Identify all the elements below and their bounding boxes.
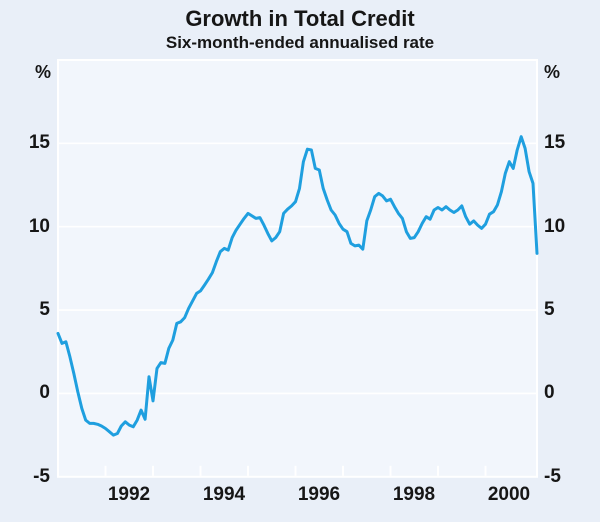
- y-tick-label-left-neg5: -5: [33, 466, 50, 487]
- credit-growth-line: [56, 135, 539, 437]
- x-tick-label-1992: 1992: [107, 484, 151, 505]
- plot-area: [58, 60, 537, 477]
- y-tick-label-right-0: 0: [544, 382, 555, 403]
- y-axis-unit-right: %: [544, 62, 561, 82]
- y-tick-label-right-neg5: -5: [544, 466, 561, 487]
- y-tick-label-right-5: 5: [544, 299, 555, 320]
- y-axis-unit-left: %: [34, 62, 51, 82]
- y-tick-label-left-0: 0: [39, 382, 50, 403]
- x-tick-label-1994: 1994: [202, 484, 246, 505]
- y-tick-label-right-10: 10: [544, 216, 566, 237]
- chart-subtitle: Six-month-ended annualised rate: [165, 33, 435, 52]
- x-tick-label-1996: 1996: [297, 484, 341, 505]
- y-tick-label-left-10: 10: [28, 216, 50, 237]
- y-tick-label-left-15: 15: [28, 132, 50, 153]
- plot-frame: [57, 59, 538, 478]
- y-tick-label-right-15: 15: [544, 132, 566, 153]
- y-tick-label-left-5: 5: [39, 299, 50, 320]
- chart-title: Growth in Total Credit: [185, 6, 415, 31]
- x-tick-label-1998: 1998: [392, 484, 436, 505]
- x-tick-label-2000: 2000: [487, 484, 531, 505]
